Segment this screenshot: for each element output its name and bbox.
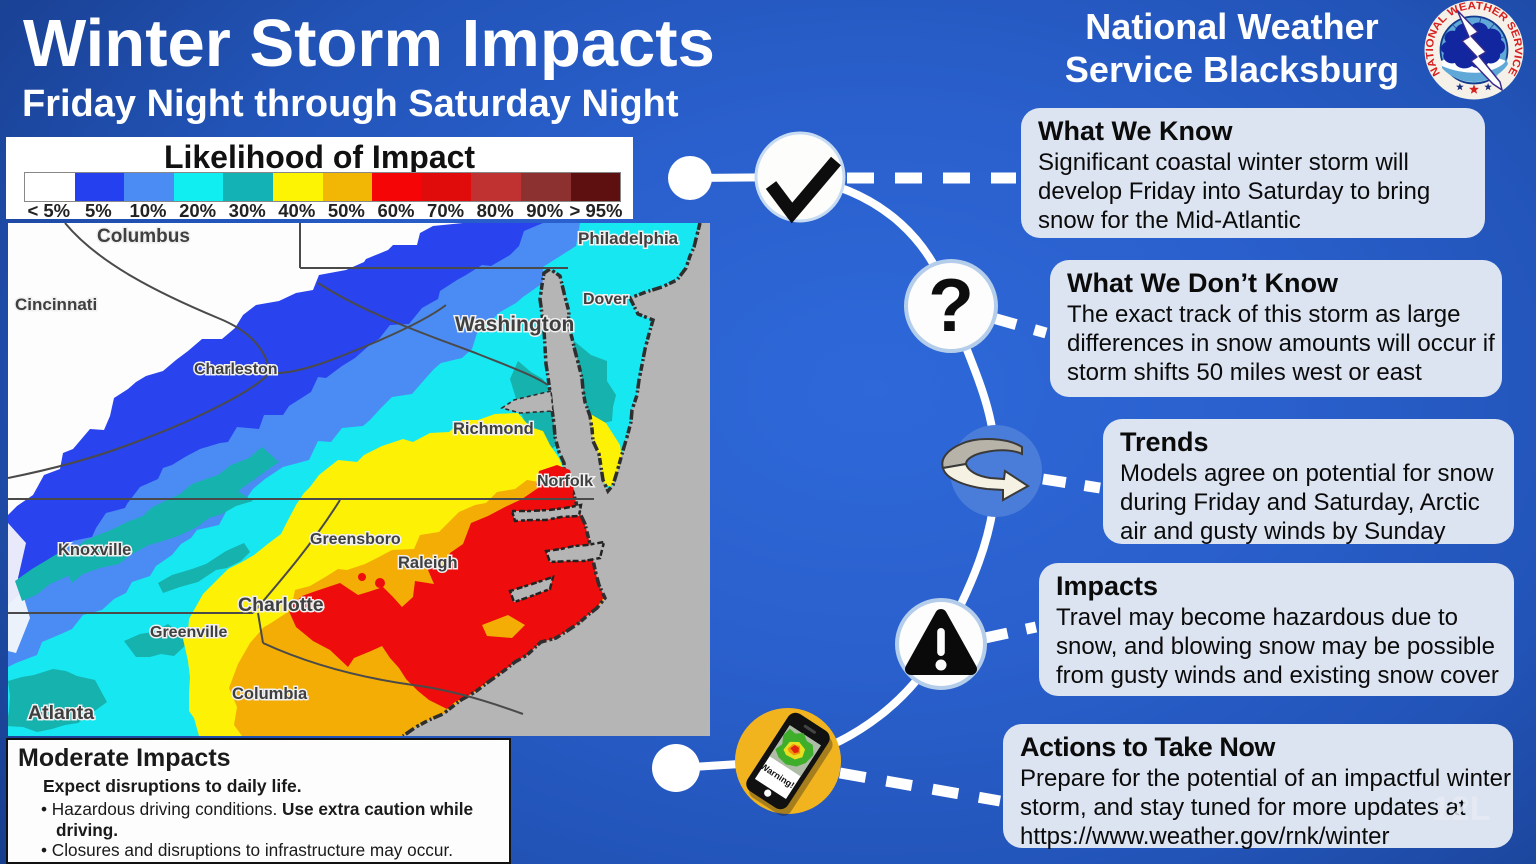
svg-text:Columbia: Columbia xyxy=(232,685,308,703)
svg-text:Raleigh: Raleigh xyxy=(398,554,458,572)
svg-text:Philadelphia: Philadelphia xyxy=(578,229,679,248)
svg-text:?: ? xyxy=(928,263,974,347)
svg-text:Greensboro: Greensboro xyxy=(310,531,401,548)
svg-text:Dover: Dover xyxy=(583,291,628,308)
svg-text:Knoxville: Knoxville xyxy=(58,541,131,559)
svg-text:Richmond: Richmond xyxy=(453,420,534,438)
svg-text:Washington: Washington xyxy=(455,313,574,336)
svg-text:Norfolk: Norfolk xyxy=(537,473,593,490)
svg-text:Greenville: Greenville xyxy=(150,624,227,641)
svg-text:Charleston: Charleston xyxy=(194,361,278,378)
svg-text:Columbus: Columbus xyxy=(97,226,190,247)
svg-text:Atlanta: Atlanta xyxy=(28,702,94,724)
svg-text:Charlotte: Charlotte xyxy=(238,594,324,616)
svg-text:Cincinnati: Cincinnati xyxy=(15,295,97,314)
